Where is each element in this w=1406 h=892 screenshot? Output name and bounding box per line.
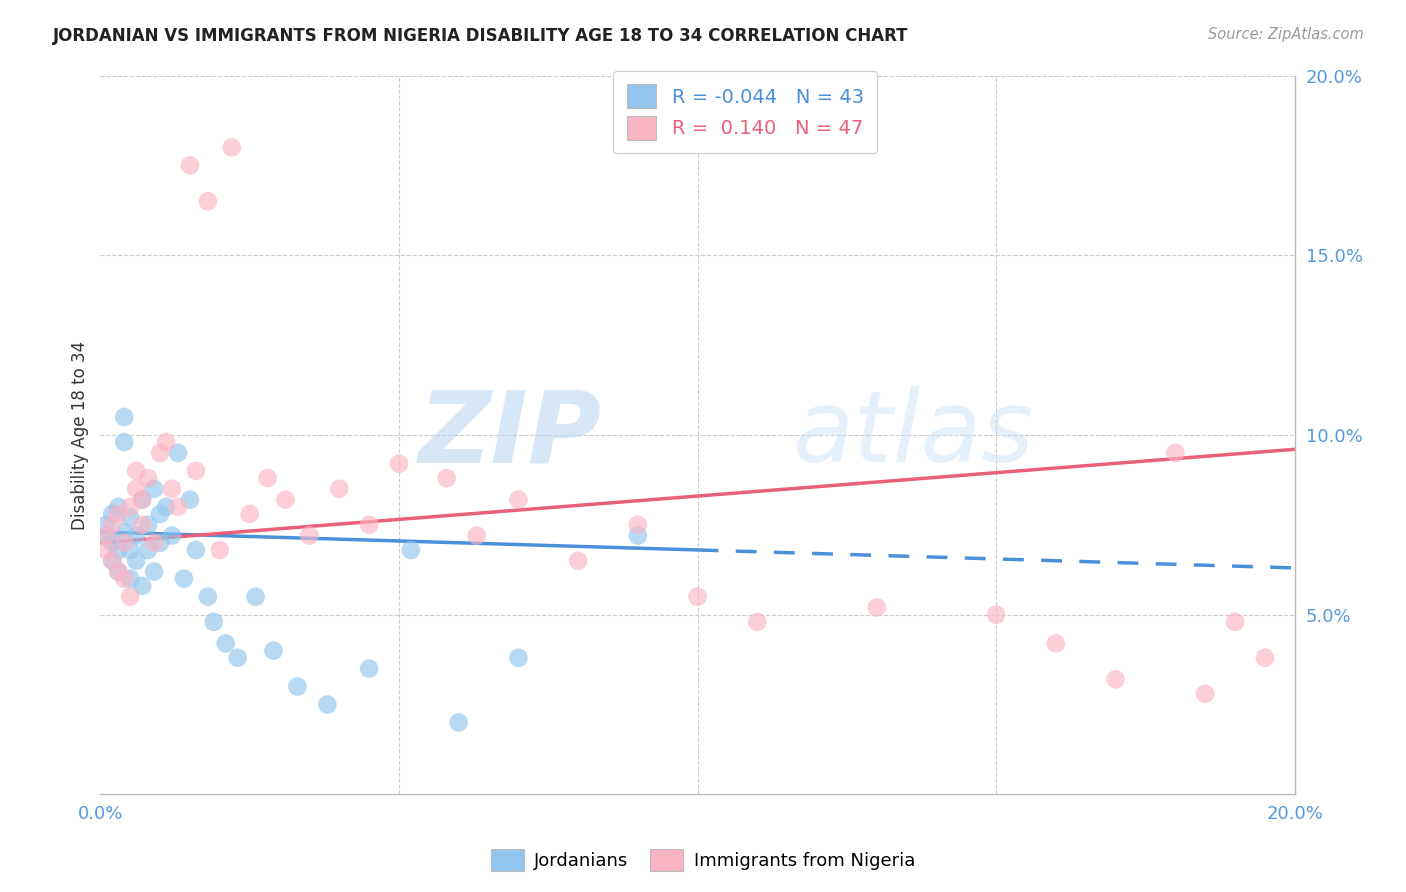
Point bbox=[107, 565, 129, 579]
Point bbox=[1104, 673, 1126, 687]
Point bbox=[567, 554, 589, 568]
Point bbox=[112, 524, 135, 539]
Point bbox=[131, 517, 153, 532]
Point bbox=[1223, 615, 1246, 629]
Point bbox=[208, 543, 231, 558]
Point bbox=[359, 662, 381, 676]
Point bbox=[263, 643, 285, 657]
Point bbox=[747, 615, 769, 629]
Point bbox=[125, 554, 148, 568]
Point bbox=[112, 409, 135, 424]
Y-axis label: Disability Age 18 to 34: Disability Age 18 to 34 bbox=[72, 341, 89, 530]
Point bbox=[149, 446, 172, 460]
Point bbox=[1164, 446, 1187, 460]
Point bbox=[197, 194, 219, 209]
Point bbox=[436, 471, 458, 485]
Point bbox=[155, 435, 177, 450]
Point bbox=[245, 590, 267, 604]
Point bbox=[287, 680, 309, 694]
Point bbox=[215, 636, 238, 650]
Point bbox=[143, 482, 166, 496]
Point bbox=[179, 158, 201, 172]
Point bbox=[256, 471, 278, 485]
Point bbox=[359, 517, 381, 532]
Point bbox=[120, 510, 142, 524]
Point bbox=[686, 590, 709, 604]
Point bbox=[226, 650, 249, 665]
Point bbox=[184, 543, 207, 558]
Point bbox=[96, 528, 118, 542]
Point bbox=[101, 517, 124, 532]
Point bbox=[274, 492, 297, 507]
Point bbox=[107, 543, 129, 558]
Point bbox=[136, 517, 159, 532]
Point bbox=[101, 507, 124, 521]
Point bbox=[1045, 636, 1067, 650]
Point bbox=[107, 507, 129, 521]
Point bbox=[125, 528, 148, 542]
Point bbox=[120, 590, 142, 604]
Point bbox=[508, 650, 530, 665]
Point bbox=[221, 140, 243, 154]
Point bbox=[447, 715, 470, 730]
Point bbox=[131, 492, 153, 507]
Point bbox=[399, 543, 422, 558]
Point bbox=[143, 565, 166, 579]
Point bbox=[131, 492, 153, 507]
Point bbox=[149, 535, 172, 549]
Point bbox=[627, 528, 650, 542]
Text: atlas: atlas bbox=[793, 386, 1035, 483]
Point bbox=[465, 528, 488, 542]
Point bbox=[986, 607, 1008, 622]
Point bbox=[328, 482, 350, 496]
Point bbox=[125, 482, 148, 496]
Point bbox=[239, 507, 262, 521]
Point bbox=[125, 464, 148, 478]
Point bbox=[149, 507, 172, 521]
Legend: Jordanians, Immigrants from Nigeria: Jordanians, Immigrants from Nigeria bbox=[484, 842, 922, 879]
Point bbox=[112, 572, 135, 586]
Point bbox=[131, 579, 153, 593]
Text: ZIP: ZIP bbox=[419, 386, 602, 483]
Point bbox=[1194, 687, 1216, 701]
Point bbox=[508, 492, 530, 507]
Point bbox=[136, 471, 159, 485]
Point bbox=[101, 554, 124, 568]
Point bbox=[101, 554, 124, 568]
Point bbox=[202, 615, 225, 629]
Point bbox=[179, 492, 201, 507]
Point bbox=[184, 464, 207, 478]
Point bbox=[173, 572, 195, 586]
Point bbox=[120, 572, 142, 586]
Point bbox=[167, 446, 190, 460]
Point bbox=[197, 590, 219, 604]
Point bbox=[298, 528, 321, 542]
Point bbox=[627, 517, 650, 532]
Point bbox=[1254, 650, 1277, 665]
Text: JORDANIAN VS IMMIGRANTS FROM NIGERIA DISABILITY AGE 18 TO 34 CORRELATION CHART: JORDANIAN VS IMMIGRANTS FROM NIGERIA DIS… bbox=[53, 27, 908, 45]
Point bbox=[112, 535, 135, 549]
Point bbox=[160, 482, 183, 496]
Point bbox=[96, 528, 118, 542]
Point bbox=[388, 457, 411, 471]
Point bbox=[316, 698, 339, 712]
Point bbox=[866, 600, 889, 615]
Legend: R = -0.044   N = 43, R =  0.140   N = 47: R = -0.044 N = 43, R = 0.140 N = 47 bbox=[613, 70, 877, 153]
Point bbox=[112, 435, 135, 450]
Point bbox=[96, 517, 118, 532]
Point bbox=[120, 543, 142, 558]
Point bbox=[143, 535, 166, 549]
Point bbox=[101, 535, 124, 549]
Text: Source: ZipAtlas.com: Source: ZipAtlas.com bbox=[1208, 27, 1364, 42]
Point bbox=[155, 500, 177, 514]
Point bbox=[160, 528, 183, 542]
Point bbox=[136, 543, 159, 558]
Point bbox=[120, 500, 142, 514]
Point bbox=[167, 500, 190, 514]
Point bbox=[96, 543, 118, 558]
Point bbox=[107, 565, 129, 579]
Point bbox=[107, 500, 129, 514]
